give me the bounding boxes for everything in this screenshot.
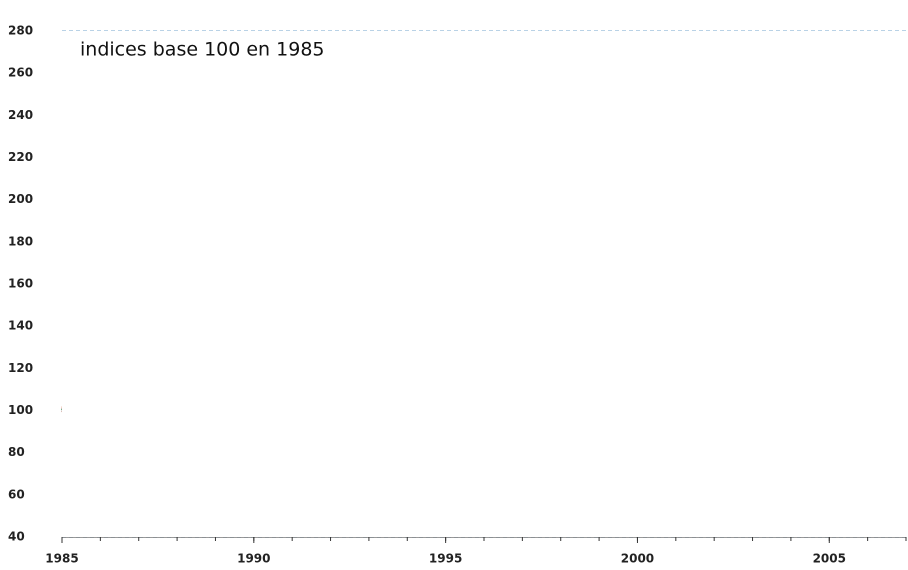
y-tick-label: 240 [8, 108, 33, 122]
x-tick-label: 2000 [621, 552, 654, 566]
y-tick-label: 280 [8, 24, 33, 38]
title-box [72, 35, 372, 65]
y-tick-label: 100 [8, 403, 33, 417]
y-tick-label: 200 [8, 192, 33, 206]
y-tick-label: 40 [8, 530, 25, 544]
y-tick-label: 140 [8, 319, 33, 333]
y-tick-label: 60 [8, 487, 25, 501]
x-tick-label: 2005 [813, 552, 846, 566]
y-tick-label: 80 [8, 445, 25, 459]
y-tick-label: 180 [8, 234, 33, 248]
y-tick-label: 260 [8, 66, 33, 80]
y-tick-label: 160 [8, 277, 33, 291]
plot-area [62, 31, 908, 537]
y-tick-label: 220 [8, 150, 33, 164]
x-tick-label: 1990 [237, 552, 270, 566]
x-tick-label: 1995 [429, 552, 462, 566]
chart-title: indices base 100 en 1985 [80, 39, 325, 61]
y-tick-label: 120 [8, 361, 33, 375]
x-tick-label: 1985 [45, 552, 78, 566]
